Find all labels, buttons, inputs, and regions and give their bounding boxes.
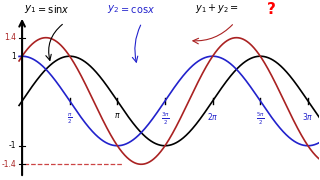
Text: $y_1$: $y_1$ xyxy=(24,3,36,15)
Text: -1: -1 xyxy=(9,141,16,150)
Text: $\frac{3\pi}{2}$: $\frac{3\pi}{2}$ xyxy=(161,111,169,127)
Text: 1: 1 xyxy=(11,52,16,61)
Text: $\mathbf{?}$: $\mathbf{?}$ xyxy=(266,1,276,17)
Text: 1.4: 1.4 xyxy=(4,33,16,42)
Text: $2\pi$: $2\pi$ xyxy=(207,111,219,122)
Text: $3\pi$: $3\pi$ xyxy=(302,111,314,122)
Text: $\frac{\pi}{2}$: $\frac{\pi}{2}$ xyxy=(67,111,72,126)
Text: $y_2$: $y_2$ xyxy=(107,3,119,15)
Text: $\frac{5\pi}{2}$: $\frac{5\pi}{2}$ xyxy=(256,111,265,127)
Text: $y_1 + y_2 =$: $y_1 + y_2 =$ xyxy=(195,2,239,15)
Text: $= \mathrm{cos}x$: $= \mathrm{cos}x$ xyxy=(119,5,156,15)
Text: $= \mathrm{sin}x$: $= \mathrm{sin}x$ xyxy=(36,3,69,15)
Text: $\pi$: $\pi$ xyxy=(114,111,121,120)
Text: -1.4: -1.4 xyxy=(1,160,16,169)
